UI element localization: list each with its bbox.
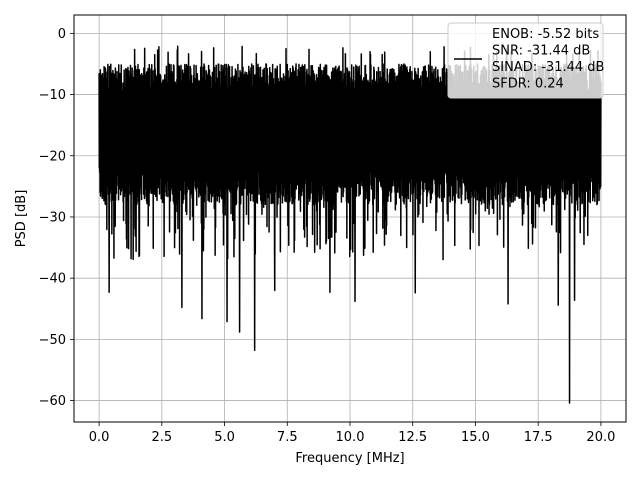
y-tick-label: −20 [39, 149, 66, 164]
x-tick-label: 0.0 [89, 430, 110, 445]
y-tick-label: −10 [39, 88, 66, 103]
y-axis-ticks: 0 −10 −20 −30 −40 −50 −60 [39, 27, 74, 409]
y-tick-label: −60 [39, 394, 66, 409]
x-axis-label: Frequency [MHz] [295, 451, 404, 466]
x-tick-label: 17.5 [524, 430, 553, 445]
x-tick-label: 15.0 [461, 430, 490, 445]
y-tick-label: 0 [58, 27, 66, 42]
x-tick-label: 5.0 [214, 430, 235, 445]
y-tick-label: −40 [39, 272, 66, 287]
x-tick-label: 20.0 [586, 430, 615, 445]
x-tick-label: 7.5 [277, 430, 298, 445]
x-tick-label: 12.5 [398, 430, 427, 445]
x-tick-label: 10.0 [336, 430, 365, 445]
y-tick-label: −50 [39, 333, 66, 348]
legend-entry-sinad: SINAD: -31.44 dB [492, 60, 604, 75]
y-axis-label: PSD [dB] [14, 190, 29, 248]
legend-entry-sfdr: SFDR: 0.24 [492, 77, 564, 92]
y-tick-label: −30 [39, 210, 66, 225]
x-tick-label: 2.5 [151, 430, 172, 445]
x-axis-ticks: 0.0 2.5 5.0 7.5 10.0 12.5 15.0 17.5 20.0 [89, 422, 615, 445]
legend-entry-enob: ENOB: -5.52 bits [492, 27, 599, 42]
legend: ENOB: -5.52 bits SNR: -31.44 dB SINAD: -… [447, 22, 604, 99]
legend-entry-snr: SNR: -31.44 dB [492, 44, 590, 59]
legend-box [447, 22, 604, 99]
